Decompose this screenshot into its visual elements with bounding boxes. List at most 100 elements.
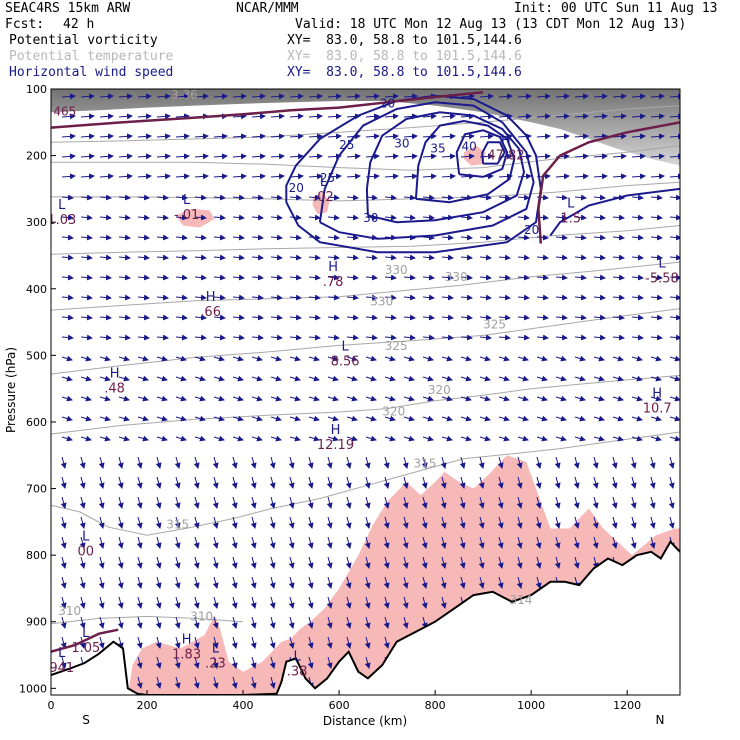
- wind-vector: [669, 314, 680, 321]
- wind-vector: [270, 173, 285, 180]
- wind-vector: [289, 254, 302, 261]
- wind-vector: [440, 576, 447, 589]
- wind-vector: [289, 194, 302, 201]
- wind-vector: [117, 476, 124, 489]
- wind-vector: [213, 214, 226, 221]
- wind-vector: [175, 234, 188, 241]
- wind-vector: [136, 656, 143, 669]
- y-tick-label: 400: [26, 283, 47, 296]
- wind-vector: [573, 456, 580, 469]
- wind-vector: [554, 476, 561, 489]
- wind-vector: [289, 334, 302, 341]
- wind-vector: [61, 375, 73, 382]
- theta-contour-310: [51, 615, 244, 625]
- wind-vector: [384, 415, 396, 422]
- wind-vector: [251, 173, 266, 180]
- wind-vector: [364, 556, 371, 569]
- wind-vector: [213, 435, 225, 442]
- wind-vector: [194, 93, 209, 100]
- wind-vector: [364, 656, 371, 669]
- wind-vector: [498, 294, 511, 301]
- wind-vector: [669, 274, 680, 281]
- wind-vector: [365, 334, 378, 341]
- wind-vector: [213, 254, 226, 261]
- wind-vector: [460, 314, 473, 321]
- wind-vector: [98, 536, 105, 549]
- wind-vector: [478, 476, 485, 489]
- wind-vector: [193, 576, 200, 589]
- extremum-type: H: [110, 366, 120, 381]
- wind-vector: [251, 334, 264, 341]
- wind-vector: [346, 375, 358, 382]
- wind-vector: [650, 294, 663, 301]
- wind-vector: [175, 274, 188, 281]
- wind-vector: [441, 274, 454, 281]
- wind-vector: [61, 173, 76, 180]
- wind-vector: [497, 516, 504, 529]
- wind-vector: [631, 194, 644, 201]
- wind-vector: [270, 375, 282, 382]
- extremum-value: 47.82: [487, 148, 524, 163]
- y-tick-label: 700: [26, 483, 47, 496]
- contour-labels: 3.36 465 20 25 30 35 40 20 25 30 20 330 330 330 325 325…: [53, 89, 539, 623]
- north-label: N: [656, 713, 665, 727]
- x-tick-label: 1200: [613, 699, 641, 712]
- wind-vector: [593, 395, 605, 402]
- wind-vector: [669, 214, 680, 221]
- wind-vector: [308, 93, 323, 100]
- wind-vector: [365, 415, 377, 422]
- wind-vector: [79, 616, 86, 629]
- wind-vector: [232, 314, 245, 321]
- extremum-type: L: [82, 529, 90, 544]
- wind-vector: [136, 496, 143, 509]
- wind-vector: [479, 194, 492, 201]
- wind-vector: [61, 415, 73, 422]
- wind-vector: [269, 496, 276, 509]
- wind-vector: [555, 355, 567, 362]
- wind-vector: [384, 395, 396, 402]
- theta-contour-325: [51, 308, 680, 375]
- wind-vector: [498, 234, 511, 241]
- wind-vector: [631, 274, 644, 281]
- wind-vector: [573, 496, 580, 509]
- wind-vector: [516, 456, 523, 469]
- wind-vector: [573, 536, 580, 549]
- wind-vector: [555, 314, 568, 321]
- extremum-value: 00: [78, 544, 95, 559]
- wind-vector: [498, 334, 511, 341]
- wind-vector: [250, 596, 257, 609]
- extremum-value: 8.56: [331, 355, 360, 370]
- wind-vector: [137, 194, 150, 201]
- wind-vector: [288, 556, 295, 569]
- contour-label: 25: [320, 171, 335, 185]
- wind-vector: [668, 456, 675, 469]
- wind-vector: [517, 355, 529, 362]
- contour-label: 320: [382, 404, 405, 418]
- wind-vector: [194, 173, 209, 180]
- wind-vector: [555, 113, 570, 120]
- wind-vector: [194, 153, 209, 160]
- wind-vector: [136, 476, 143, 489]
- wind-vector: [364, 496, 371, 509]
- wind-vector: [555, 254, 568, 261]
- wind-vector: [612, 254, 625, 261]
- wind-vector: [536, 395, 548, 402]
- plot-frame: [50, 88, 681, 696]
- wind-vector: [251, 133, 266, 140]
- wind-vector: [193, 656, 200, 669]
- wind-vector: [213, 415, 225, 422]
- wind-vector: [269, 536, 276, 549]
- wind-vector: [384, 274, 397, 281]
- wind-vector: [79, 516, 86, 529]
- wind-vector: [156, 153, 171, 160]
- wind-vector: [498, 355, 510, 362]
- wind-vector: [99, 254, 112, 261]
- wind-vector: [136, 616, 143, 629]
- wind-vector: [155, 516, 162, 529]
- wind-vector: [403, 415, 415, 422]
- wind-vector: [288, 616, 295, 629]
- wind-vector: [630, 476, 637, 489]
- contour-label: 330: [385, 263, 408, 277]
- wind-vector: [99, 395, 111, 402]
- wind-vector: [402, 516, 409, 529]
